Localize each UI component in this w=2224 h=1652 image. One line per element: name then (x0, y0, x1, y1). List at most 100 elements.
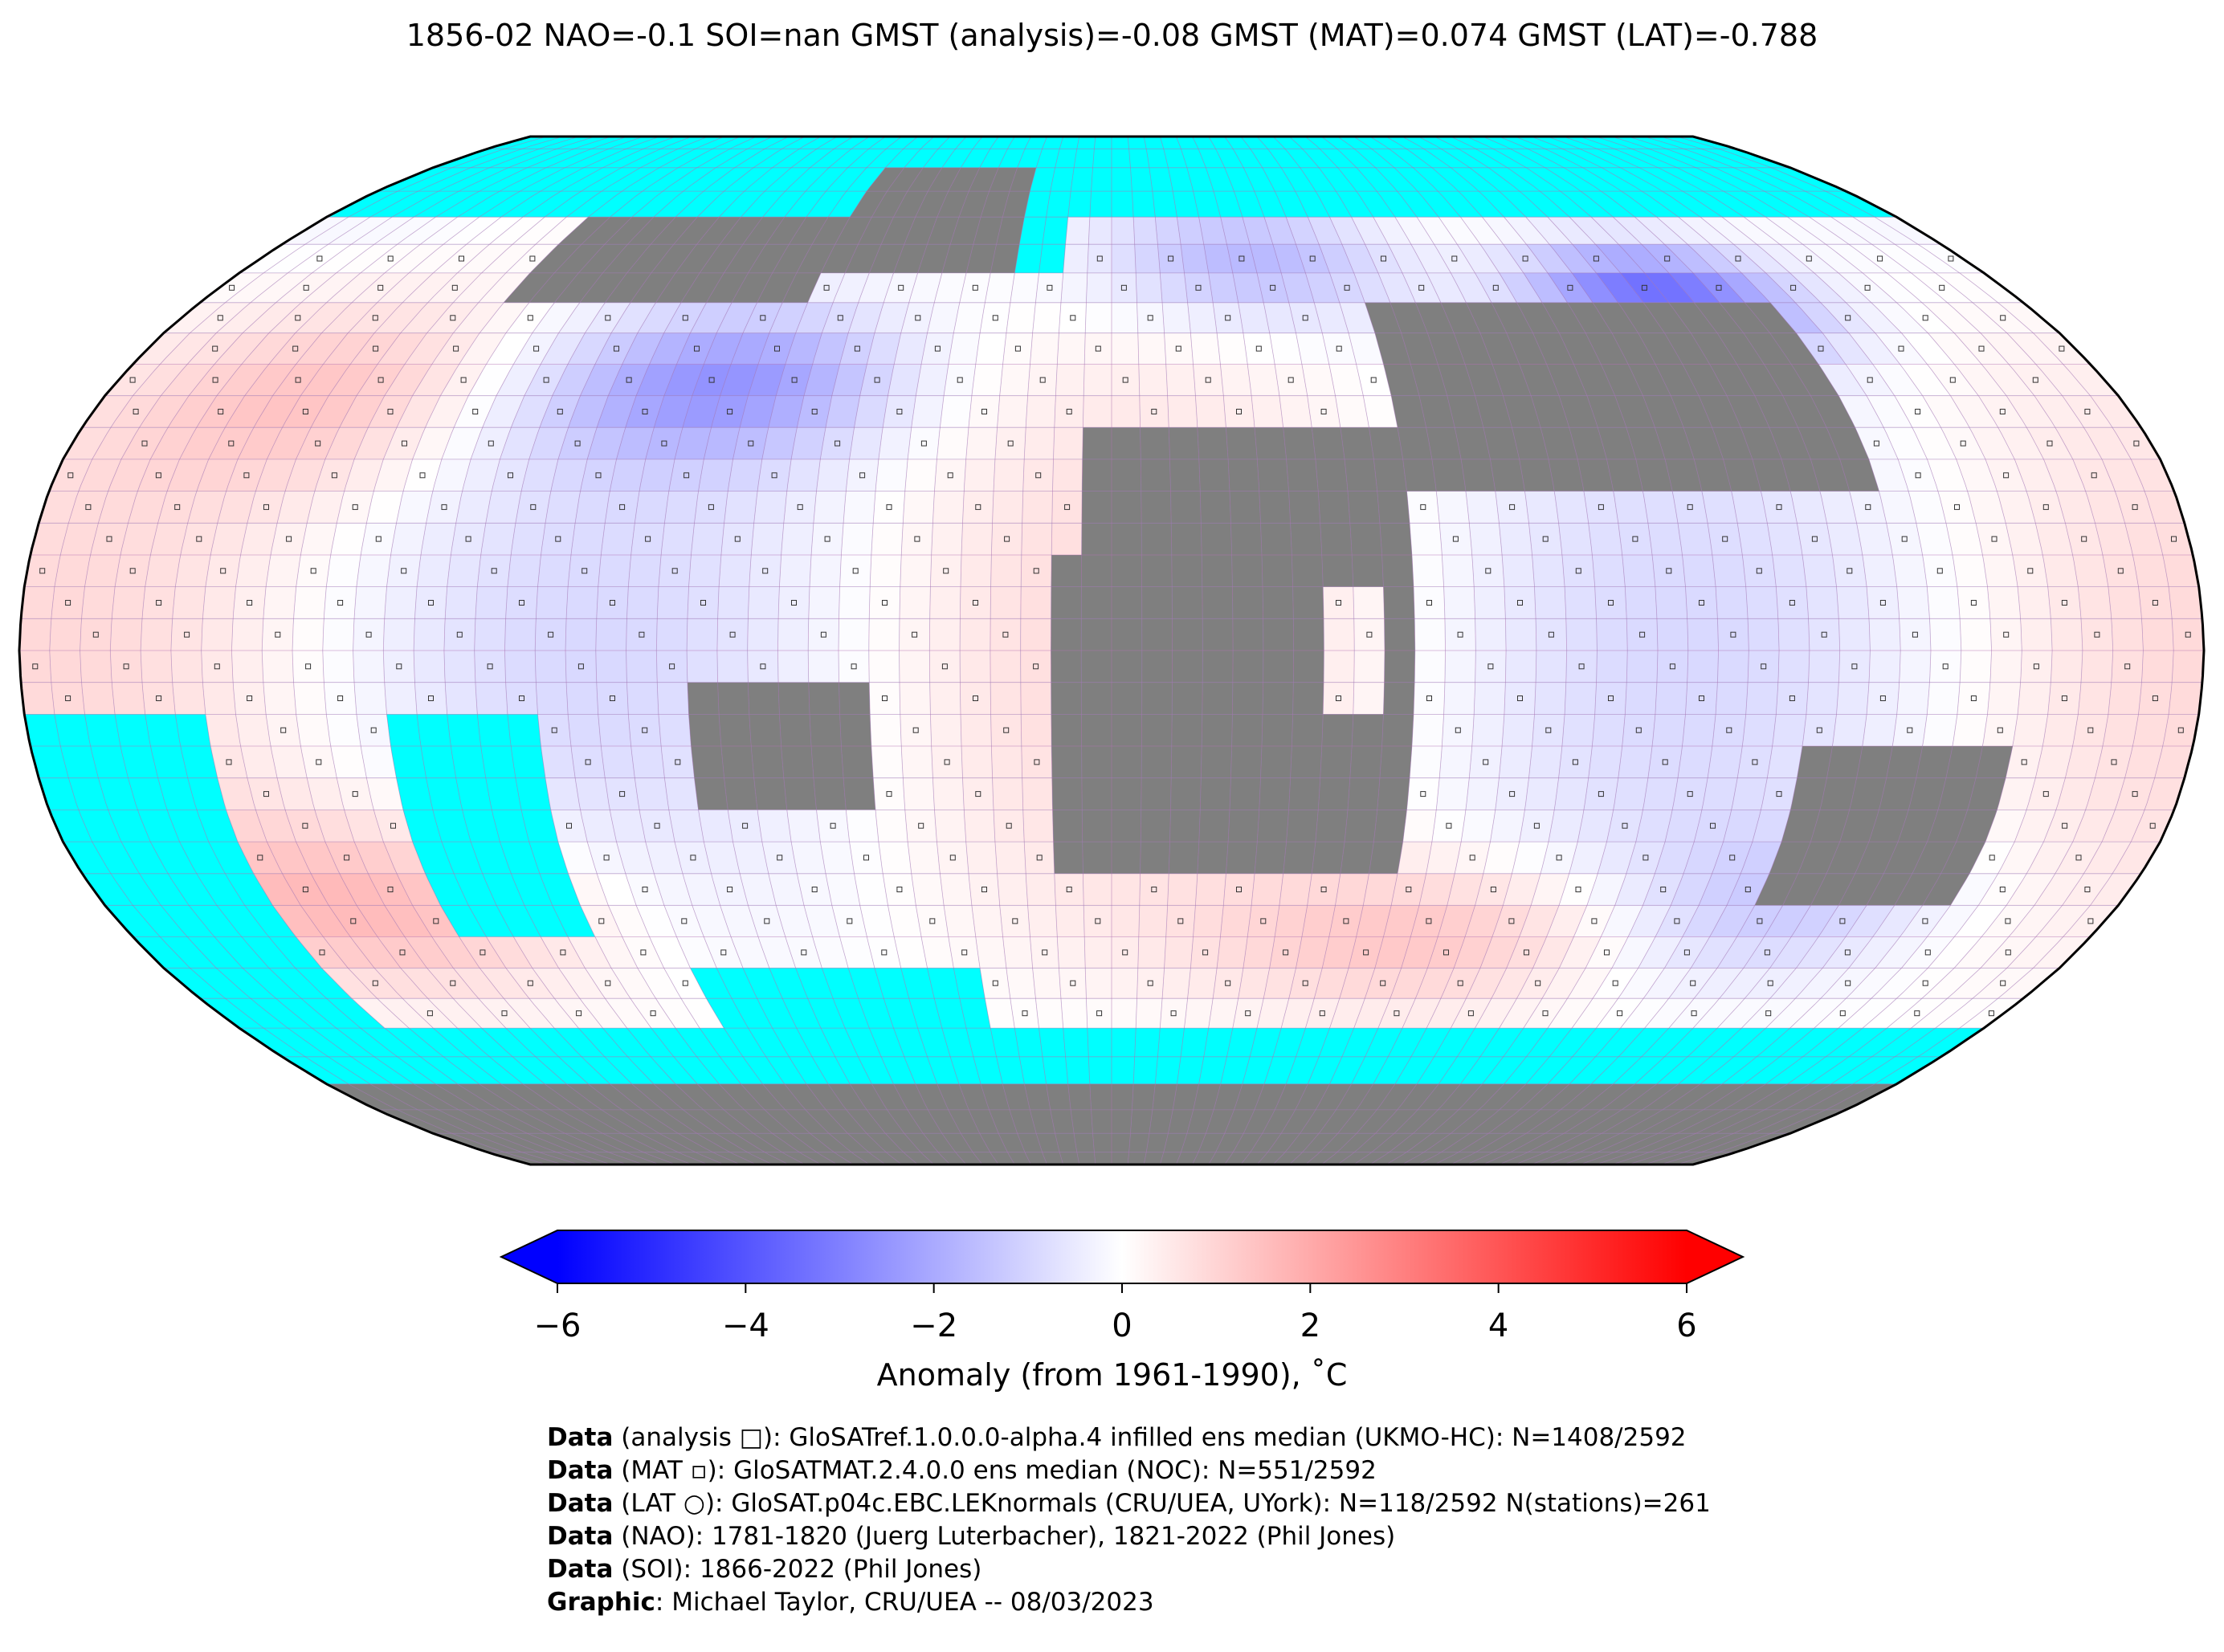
grid-cell (813, 777, 847, 810)
grid-cell (1900, 905, 1951, 937)
analysis-marker (929, 918, 936, 924)
analysis-marker (684, 472, 690, 479)
grid-cell (1051, 586, 1082, 619)
grid-cell (205, 714, 241, 746)
grid-cell (762, 1083, 806, 1110)
grid-cell (616, 842, 655, 874)
grid-cell (1398, 1083, 1439, 1110)
grid-cell (24, 555, 60, 587)
grid-cell (1639, 1109, 1704, 1134)
grid-cell (1664, 244, 1718, 273)
grid-cell (1711, 1028, 1766, 1057)
grid-cell (1074, 149, 1095, 168)
grid-cell (585, 968, 630, 999)
grid-cell (741, 191, 786, 218)
grid-cell (268, 936, 322, 969)
grid-cell (1414, 586, 1445, 619)
grid-cell (202, 586, 236, 619)
grid-cell (1711, 244, 1766, 273)
grid-cell (1682, 714, 1716, 746)
analysis-marker (65, 695, 71, 701)
grid-cell (1708, 523, 1743, 555)
grid-cell (1642, 873, 1684, 906)
analysis-marker (1096, 1010, 1103, 1017)
grid-cell (1230, 746, 1262, 778)
grid-cell (504, 1152, 563, 1165)
grid-cell (1753, 167, 1827, 192)
analysis-marker (762, 568, 769, 574)
analysis-marker (694, 345, 700, 352)
grid-cell (266, 555, 301, 587)
grid-cell (808, 586, 840, 619)
grid-cell (163, 302, 225, 333)
grid-cell (84, 714, 120, 746)
analysis-marker (1674, 918, 1680, 924)
grid-cell (1255, 1083, 1287, 1110)
grid-cell (1826, 746, 1863, 778)
grid-cell (396, 873, 441, 906)
grid-cell (1383, 682, 1415, 715)
grid-cell (1791, 364, 1839, 396)
grid-cell (1314, 302, 1349, 333)
analysis-marker (2061, 600, 2067, 606)
grid-cell (1087, 1028, 1112, 1057)
grid-cell (639, 810, 675, 842)
grid-cell (1328, 905, 1364, 937)
grid-cell (1488, 167, 1541, 192)
analysis-marker (585, 759, 591, 765)
grid-cell (1482, 1056, 1527, 1084)
grid-cell (645, 427, 683, 459)
grid-cell (927, 968, 960, 999)
grid-cell (1772, 714, 1806, 746)
grid-cell (928, 1109, 961, 1134)
grid-cell (1286, 217, 1320, 245)
grid-cell (1169, 427, 1199, 459)
grid-cell (270, 746, 308, 778)
grid-cell (529, 244, 582, 273)
grid-cell (1764, 905, 1811, 937)
grid-cell (1426, 842, 1462, 874)
analysis-marker (1168, 255, 1174, 262)
grid-cell (676, 936, 717, 969)
grid-cell (904, 1056, 937, 1084)
grid-cell (427, 998, 482, 1029)
grid-cell (959, 272, 991, 303)
grid-cell (545, 191, 602, 218)
grid-cell (2018, 682, 2051, 715)
grid-cell (1390, 968, 1428, 999)
grid-cell (675, 1083, 724, 1110)
grid-cell (532, 968, 580, 999)
analysis-marker (975, 504, 981, 510)
grid-cell (1454, 936, 1492, 969)
grid-cell (63, 427, 111, 459)
grid-cell (1255, 191, 1287, 218)
analysis-marker (1556, 855, 1562, 861)
grid-cell (996, 1056, 1025, 1084)
grid-cell (1251, 395, 1283, 428)
grid-cell (999, 905, 1030, 937)
grid-cell (663, 364, 704, 396)
grid-cell (1810, 459, 1850, 492)
grid-cell (1644, 998, 1695, 1029)
grid-cell (68, 777, 108, 810)
grid-cell (1231, 555, 1263, 587)
grid-cell (1059, 1152, 1079, 1165)
analysis-marker (791, 377, 798, 383)
grid-cell (778, 586, 810, 619)
grid-cell (1394, 167, 1438, 192)
grid-cell (1112, 842, 1141, 874)
grid-cell (1417, 217, 1458, 245)
grid-cell (776, 905, 813, 937)
grid-cell (675, 842, 712, 874)
grid-cell (921, 332, 954, 365)
grid-cell (350, 936, 401, 969)
grid-cell (1769, 936, 1819, 969)
grid-cell (1335, 873, 1369, 906)
grid-cell (1214, 191, 1243, 218)
grid-cell (720, 364, 758, 396)
grid-cell (2108, 682, 2142, 715)
grid-cell (1467, 137, 1512, 149)
analysis-marker (2033, 663, 2039, 670)
grid-cell (539, 1109, 603, 1134)
grid-cell (1554, 491, 1589, 524)
